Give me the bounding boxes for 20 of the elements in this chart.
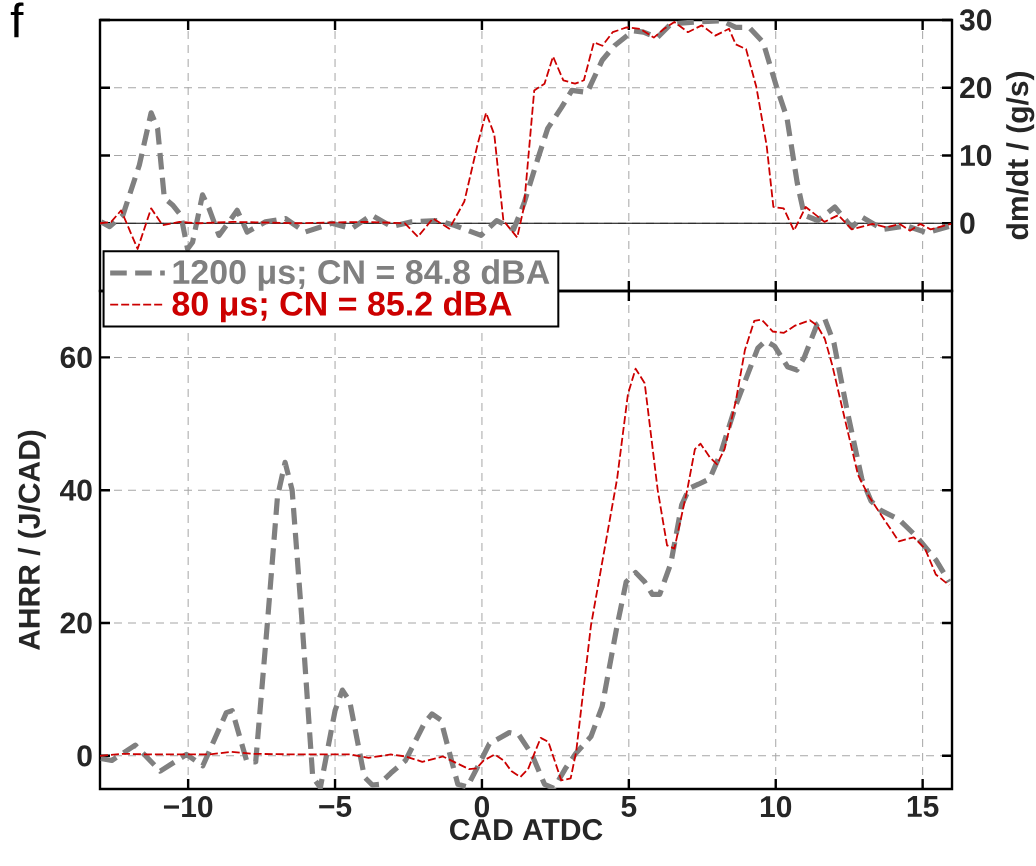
y-tick-label: 30 [959, 9, 992, 31]
y-tick-label: 40 [60, 479, 92, 501]
x-tick-label: 5 [621, 796, 637, 817]
legend-label: 80 μs; CN = 85.2 dBA [172, 290, 512, 323]
y-tick-label: 0 [77, 745, 92, 767]
x-tick-label: −10 [163, 796, 213, 818]
y-tick-label: 10 [960, 144, 992, 167]
x-tick-label: 15 [907, 796, 939, 817]
legend-label: 1200 μs; CN = 84.8 dBA [173, 259, 550, 291]
x-tick-label: 10 [760, 796, 792, 818]
y-tick-label: 60 [60, 346, 92, 369]
x-axis-title: CAD ATDC [450, 819, 603, 841]
y-axis-title: AHRR / (J/CAD) [17, 430, 46, 651]
y-axis-title: dm/dt / (g/s) [1006, 71, 1035, 240]
y-tick-label: 0 [960, 212, 975, 234]
text: f [10, 2, 24, 38]
y-tick-label: 20 [60, 612, 92, 634]
x-tick-label: −5 [319, 796, 352, 817]
x-tick-label: 0 [474, 796, 490, 818]
y-tick-label: 20 [960, 77, 992, 99]
